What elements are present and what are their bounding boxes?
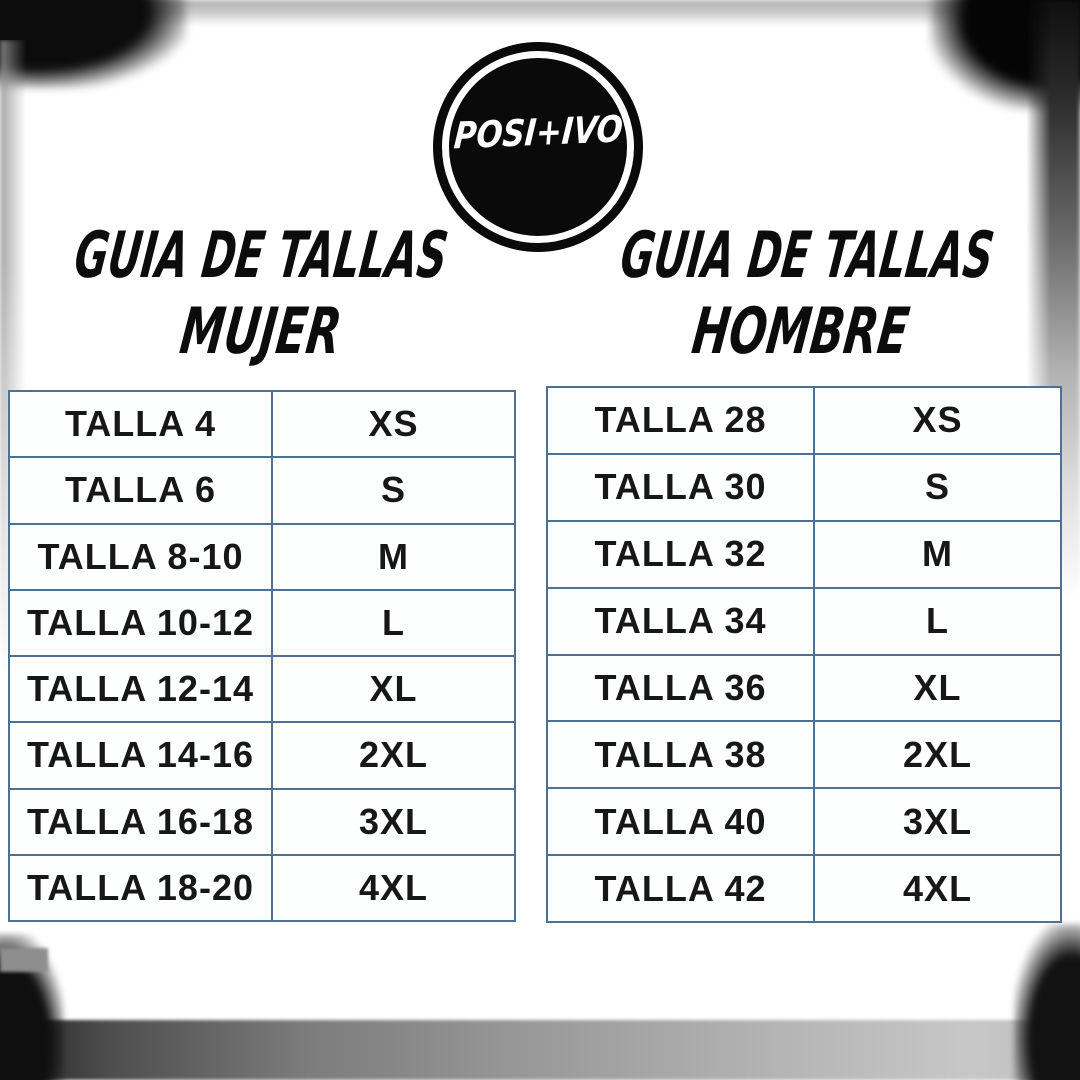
size-cell: 4XL [270,853,517,923]
table-row: TALLA 30 S [545,452,1062,522]
size-cell: 3XL [813,787,1062,857]
men-title-line1: GUIA DE TALLAS [616,217,998,293]
table-row: TALLA 40 3XL [545,787,1062,857]
talla-cell: TALLA 28 [545,386,816,455]
talla-cell: TALLA 4 [8,389,273,459]
women-title-line2: MUJER [176,293,346,369]
size-cell: 2XL [270,721,517,790]
talla-cell: TALLA 42 [545,854,816,923]
talla-cell: TALLA 12-14 [8,654,273,724]
grunge-corner-top-right [930,0,1080,110]
men-title-line2: HOMBRE [688,293,914,369]
table-row: TALLA 10-12 L [8,588,517,658]
size-cell: XS [813,386,1062,455]
women-size-table: TALLA 4 XS TALLA 6 S TALLA 8-10 M TALLA … [8,389,517,923]
talla-cell: TALLA 40 [545,787,816,857]
talla-cell: TALLA 36 [545,653,816,723]
talla-cell: TALLA 34 [545,586,816,656]
women-size-guide-title: GUIA DE TALLAS MUJER [6,218,516,376]
talla-cell: TALLA 10-12 [8,588,273,658]
talla-cell: TALLA 16-18 [8,787,273,856]
table-row: TALLA 18-20 4XL [8,853,517,923]
grunge-corner-top-left [0,0,186,88]
table-row: TALLA 16-18 3XL [8,787,517,856]
size-cell: M [813,519,1062,589]
grunge-border-bottom [0,1020,1080,1080]
size-cell: 4XL [813,854,1062,923]
size-cell: L [813,586,1062,656]
talla-cell: TALLA 6 [8,456,273,525]
grunge-smudge-bottom-left [0,948,48,972]
size-cell: S [813,452,1062,522]
table-row: TALLA 38 2XL [545,720,1062,790]
brand-name: POSI+IVO [452,107,624,159]
table-row: TALLA 28 XS [545,386,1062,455]
table-row: TALLA 42 4XL [545,854,1062,923]
size-cell: 3XL [270,787,517,856]
size-cell: M [270,522,517,591]
grunge-corner-bottom-right [1014,924,1080,1080]
table-row: TALLA 6 S [8,456,517,525]
size-cell: S [270,456,517,525]
table-row: TALLA 32 M [545,519,1062,589]
table-row: TALLA 12-14 XL [8,654,517,724]
talla-cell: TALLA 38 [545,720,816,790]
women-title-line1: GUIA DE TALLAS [70,217,452,293]
size-cell: XL [270,654,517,724]
table-row: TALLA 4 XS [8,389,517,459]
talla-cell: TALLA 14-16 [8,721,273,790]
talla-cell: TALLA 30 [545,452,816,522]
grunge-corner-bottom-left [0,934,64,1080]
talla-cell: TALLA 18-20 [8,853,273,923]
brand-badge: POSI+IVO [433,42,643,252]
size-cell: 2XL [813,720,1062,790]
size-cell: XL [813,653,1062,723]
size-cell: L [270,588,517,658]
men-size-guide-title: GUIA DE TALLAS HOMBRE [556,218,1046,376]
grunge-border-top [0,0,1080,26]
talla-cell: TALLA 32 [545,519,816,589]
men-size-table: TALLA 28 XS TALLA 30 S TALLA 32 M TALLA … [545,386,1062,923]
talla-cell: TALLA 8-10 [8,522,273,591]
table-row: TALLA 34 L [545,586,1062,656]
size-cell: XS [270,389,517,459]
table-row: TALLA 36 XL [545,653,1062,723]
table-row: TALLA 8-10 M [8,522,517,591]
table-row: TALLA 14-16 2XL [8,721,517,790]
